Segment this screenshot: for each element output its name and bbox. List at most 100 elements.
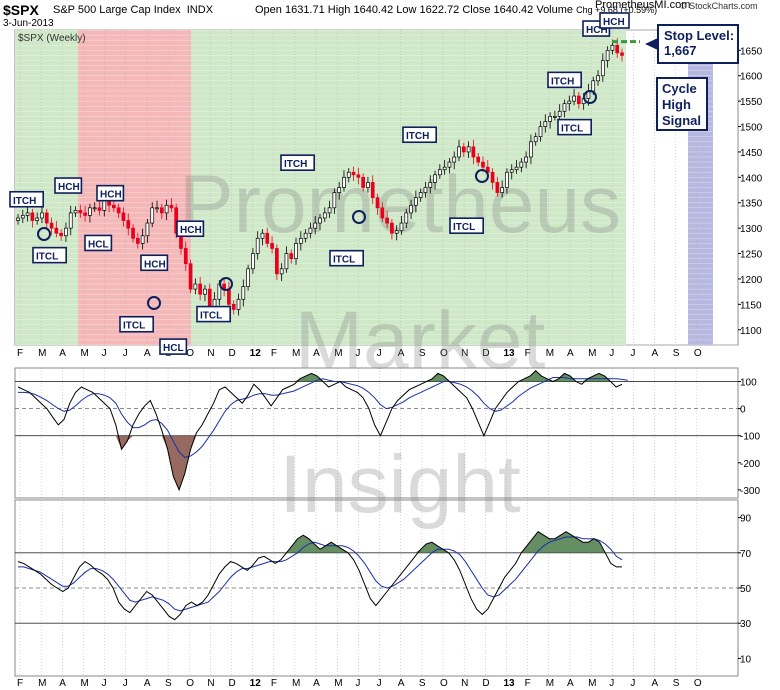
- y-tick-label: 1500: [740, 123, 763, 134]
- candle-body: [135, 237, 140, 244]
- candle-body: [490, 171, 495, 183]
- cycle-low-marker: [219, 277, 233, 291]
- cycle-label-box: [96, 184, 125, 202]
- candle-body: [481, 161, 485, 168]
- bottom-x-tick-label: M: [334, 678, 342, 689]
- chart-date: 3-Jun-2013: [3, 18, 54, 29]
- cycle-label: HCH: [176, 220, 205, 238]
- panel-label: $SPX (Weekly): [18, 33, 86, 44]
- bottom-x-tick-label: A: [398, 678, 405, 689]
- cycle-label-box: [9, 190, 45, 208]
- x-tick-label: J: [123, 348, 128, 359]
- cycle-label: ITCL: [32, 246, 68, 264]
- candle-body: [447, 161, 452, 168]
- candle-body: [40, 212, 44, 219]
- hch-header-label: HCH: [599, 12, 630, 29]
- cycle-label-box: [280, 154, 316, 171]
- x-tick-label: A: [313, 348, 320, 359]
- y-tick-label: 1550: [740, 97, 763, 108]
- x-tick-label: J: [609, 348, 614, 359]
- cci-panel-y-tick-label: -200: [740, 459, 760, 470]
- cycle-label-box: [32, 246, 68, 264]
- candle-body: [351, 171, 356, 176]
- candle-body: [433, 174, 437, 183]
- y-tick-label: 1100: [740, 326, 762, 337]
- site-link[interactable]: PrometheusMI.com: [595, 0, 691, 11]
- bottom-x-tick-label: A: [313, 678, 320, 689]
- candle-body: [20, 215, 25, 219]
- bottom-x-tick-label: 12: [250, 678, 262, 689]
- candle-body: [203, 288, 207, 295]
- index-name: S&P 500 Large Cap Index INDX: [53, 4, 214, 16]
- cycle-label-box: [329, 249, 365, 267]
- candle-body: [596, 75, 600, 82]
- stop-level-arrow: [645, 38, 658, 50]
- candle-body: [121, 212, 126, 221]
- bottom-x-tick-label: S: [673, 678, 680, 689]
- cycle-label-text: HCH: [180, 225, 202, 236]
- candle-body: [562, 103, 567, 112]
- x-tick-label: F: [17, 348, 23, 359]
- y-tick-label: 1350: [740, 199, 763, 210]
- candle-body: [543, 121, 548, 127]
- x-tick-label: A: [59, 348, 66, 359]
- cycle-label: ITCL: [449, 217, 485, 234]
- x-tick-label: D: [482, 348, 489, 359]
- bottom-x-tick-label: 13: [503, 678, 515, 689]
- cycle-label-text: ITCL: [333, 255, 355, 266]
- candle-body: [461, 146, 466, 153]
- cycle-label-text: HCH: [586, 25, 608, 36]
- candle-body: [16, 217, 20, 221]
- candle-body: [231, 304, 236, 310]
- cycle-label-box: [449, 217, 485, 234]
- candle-body: [140, 235, 145, 244]
- cycle-label: HCH: [140, 254, 169, 272]
- x-tick-label: S: [419, 348, 426, 359]
- cci-panel-oversold-fill: [18, 435, 622, 490]
- watermark-text: Insight: [279, 439, 521, 530]
- cycle-signal-text: Cycle: [662, 81, 697, 96]
- candle-body: [524, 156, 528, 163]
- cycle-label-box: [84, 234, 113, 252]
- candle-body: [495, 182, 500, 193]
- candle-body: [437, 169, 442, 176]
- candle-body: [279, 268, 284, 275]
- candle-body: [414, 197, 418, 206]
- candle-body: [505, 171, 509, 188]
- candle-body: [500, 187, 505, 193]
- candle-body: [327, 207, 332, 214]
- candle-body: [193, 283, 198, 290]
- candle-body: [78, 210, 83, 214]
- y-tick-label: 1150: [740, 300, 762, 311]
- cci-panel-y-tick-label: 100: [740, 378, 757, 389]
- rsi-panel-overbought-fill: [18, 531, 622, 553]
- cycle-low-marker: [583, 90, 597, 104]
- hch-header-box: [599, 12, 630, 29]
- candle-body: [567, 100, 572, 105]
- candle-body: [600, 60, 605, 77]
- rsi-panel-y-tick-label: 90: [740, 514, 752, 525]
- candle-body: [548, 116, 552, 122]
- x-tick-label: A: [567, 348, 574, 359]
- rsi-panel-signal-line: [18, 536, 623, 612]
- bottom-x-tick-label: M: [38, 678, 46, 689]
- candle-body: [375, 197, 380, 209]
- candle-body: [275, 248, 279, 275]
- candle-body: [25, 212, 30, 216]
- bottom-x-tick-label: O: [186, 678, 194, 689]
- cycle-label-box: [140, 254, 169, 272]
- cycle-low-marker: [37, 227, 51, 241]
- y-tick-label: 1250: [740, 250, 763, 261]
- bottom-x-tick-label: O: [694, 678, 702, 689]
- cycle-label-text: ITCH: [551, 76, 574, 87]
- y-tick-label: 1200: [740, 275, 763, 286]
- candle-body: [112, 204, 116, 209]
- cycle-label-box: [547, 71, 583, 89]
- candle-body: [64, 227, 68, 237]
- candle-body: [313, 222, 318, 229]
- candle-body: [615, 44, 620, 54]
- hch-header-text: HCH: [603, 17, 625, 28]
- candle-body: [577, 95, 581, 105]
